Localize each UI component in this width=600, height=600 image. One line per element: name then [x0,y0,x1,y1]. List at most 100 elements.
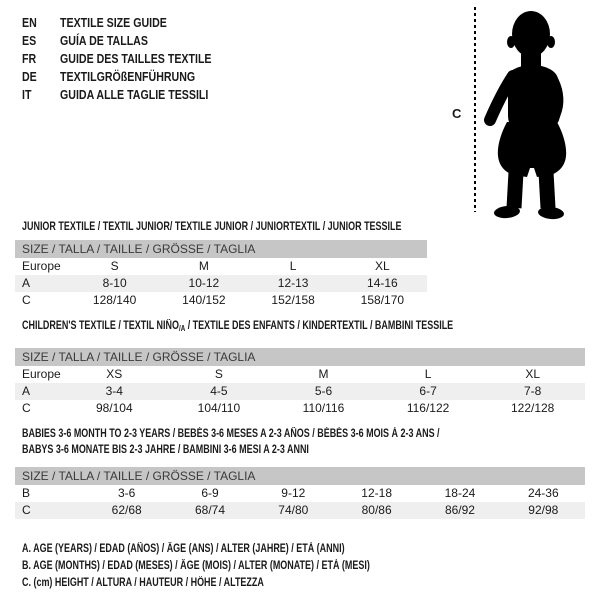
table-cell: 9-12 [281,486,306,500]
table-row-height-cm: C 128/140 140/152 152/158 158/170 [15,292,427,309]
table-cell: 86/92 [444,503,475,517]
table-cell: 92/98 [528,503,559,517]
table-cell: 5-6 [314,384,333,398]
language-code: DE [22,70,37,84]
baby-head [512,11,550,57]
table-row-height-cm: C 62/68 68/74 74/80 80/86 86/92 92/98 [15,502,585,519]
row-label: A [22,276,31,290]
table-cell: 14-16 [367,276,398,290]
language-title: GUIDE DES TAILLES TEXTILE [60,52,212,66]
row-label: B [22,486,31,500]
footnotes: A. AGE (YEARS) / EDAD (AÑOS) / ÂGE (ANS)… [22,541,468,592]
language-title: GUÍA DE TALLAS [60,34,148,48]
babies-size-table: SIZE / TALLA / TAILLE / GRÖSSE / TAGLIA … [15,467,585,519]
baby-silhouette-icon [484,11,567,220]
row-label: Europe [22,259,61,273]
baby-foot-right [538,206,564,220]
table-cell: 122/128 [510,401,555,415]
heading-subscript: /A [178,324,186,333]
section-heading-junior: JUNIOR TEXTILE / TEXTIL JUNIOR/ TEXTILE … [22,221,402,233]
baby-neck [521,48,541,70]
baby-ear-left [507,36,515,48]
children-size-table: SIZE / TALLA / TAILLE / GRÖSSE / TAGLIA … [15,348,585,417]
language-title: TEXTILGRÖßENFÜHRUNG [60,70,196,84]
language-row-fr: FR GUIDE DES TAILLES TEXTILE [22,50,238,68]
table-row-height-cm: C 98/104 104/110 110/116 116/122 122/128 [15,400,585,417]
table-row-age-years: A 8-10 10-12 12-13 14-16 [15,275,427,292]
measure-label-c: C [452,106,462,121]
table-cell: 18-24 [444,486,476,500]
table-cell: 110/116 [302,401,345,415]
table-row-age-years: A 3-4 4-5 5-6 6-7 7-8 [15,383,585,400]
table-cell: 3-4 [105,384,123,398]
table-cell: L [424,367,432,381]
baby-leg-right [538,171,556,209]
table-cell: 68/74 [194,503,225,517]
table-cell: 116/122 [406,401,450,415]
baby-arm-left [484,70,519,126]
table-row-europe: Europe S M L XL [15,258,427,275]
table-cell: 3-6 [117,486,136,500]
footnote-age-months: B. AGE (MONTHS) / EDAD (MESES) / ÂGE (MO… [22,560,370,572]
table-cell: 80/86 [361,503,392,517]
language-row-es: ES GUÍA DE TALLAS [22,32,238,50]
baby-torso [508,66,556,136]
table-cell: 12-13 [277,276,309,290]
table-cell: 6-7 [419,384,437,398]
junior-size-table: SIZE / TALLA / TAILLE / GRÖSSE / TAGLIA … [15,240,427,309]
table-cell: M [198,259,209,273]
table-header-bar: SIZE / TALLA / TAILLE / GRÖSSE / TAGLIA [15,467,585,485]
language-code: EN [22,16,37,30]
baby-foot-left [494,205,520,219]
table-cell: XS [106,367,123,381]
baby-arm-right [545,72,564,125]
table-cell: 104/110 [197,401,241,415]
table-row-europe: Europe XS S M L XL [15,366,585,383]
language-title: TEXTILE SIZE GUIDE [60,16,167,30]
section-heading-babies: BABIES 3-6 MONTH TO 2-3 YEARS / BEBÉS 3-… [22,428,440,456]
baby-leg-left [506,171,524,209]
table-cell: 6-9 [201,486,219,500]
table-cell: S [214,367,223,381]
table-cell: S [110,259,119,273]
baby-ear-right [547,36,555,48]
table-cell: 12-18 [361,486,392,500]
table-header-bar: SIZE / TALLA / TAILLE / GRÖSSE / TAGLIA [15,240,427,258]
table-cell: M [318,367,329,381]
table-cell: 8-10 [102,276,127,290]
row-label: A [22,384,31,398]
table-cell: XL [525,367,541,381]
table-cell: 74/80 [278,503,309,517]
table-cell: 152/158 [271,293,315,307]
row-label: C [22,401,31,415]
table-cell: 62/68 [111,503,142,517]
language-code: FR [22,52,37,66]
row-label: C [22,293,31,307]
table-cell: 24-36 [527,486,559,500]
table-header-bar: SIZE / TALLA / TAILLE / GRÖSSE / TAGLIA [15,348,585,366]
language-title: GUIDA ALLE TAGLIE TESSILI [60,88,209,102]
language-row-de: DE TEXTILGRÖßENFÜHRUNG [22,68,238,86]
footnote-age-years: A. AGE (YEARS) / EDAD (AÑOS) / ÂGE (ANS)… [22,543,345,555]
table-cell: 10-12 [188,276,220,290]
table-cell: 158/170 [360,293,405,307]
language-guide: EN TEXTILE SIZE GUIDE ES GUÍA DE TALLAS FR… [22,14,238,104]
table-cell: L [289,259,297,273]
table-cell: XL [375,259,390,273]
height-measure-dashed-line [474,7,476,212]
language-row-en: EN TEXTILE SIZE GUIDE [22,14,238,32]
row-label: C [22,503,31,517]
language-row-it: IT GUIDA ALLE TAGLIE TESSILI [22,86,238,104]
language-code: ES [22,34,37,48]
table-cell: 128/140 [92,293,137,307]
table-cell: 98/104 [95,401,133,415]
baby-shorts [497,122,567,177]
table-row-age-months: B 3-6 6-9 9-12 12-18 18-24 24-36 [15,485,585,502]
footnote-height-cm: C. (cm) HEIGHT / ALTURA / HAUTEUR / HÖHE… [22,577,264,589]
table-cell: 4-5 [210,384,228,398]
row-label: Europe [22,367,61,381]
section-heading-children: CHILDREN'S TEXTILE / TEXTIL NIÑO/A / TEX… [22,320,454,333]
table-cell: 140/152 [182,293,226,307]
language-code: IT [22,88,32,102]
table-cell: 7-8 [524,384,542,398]
